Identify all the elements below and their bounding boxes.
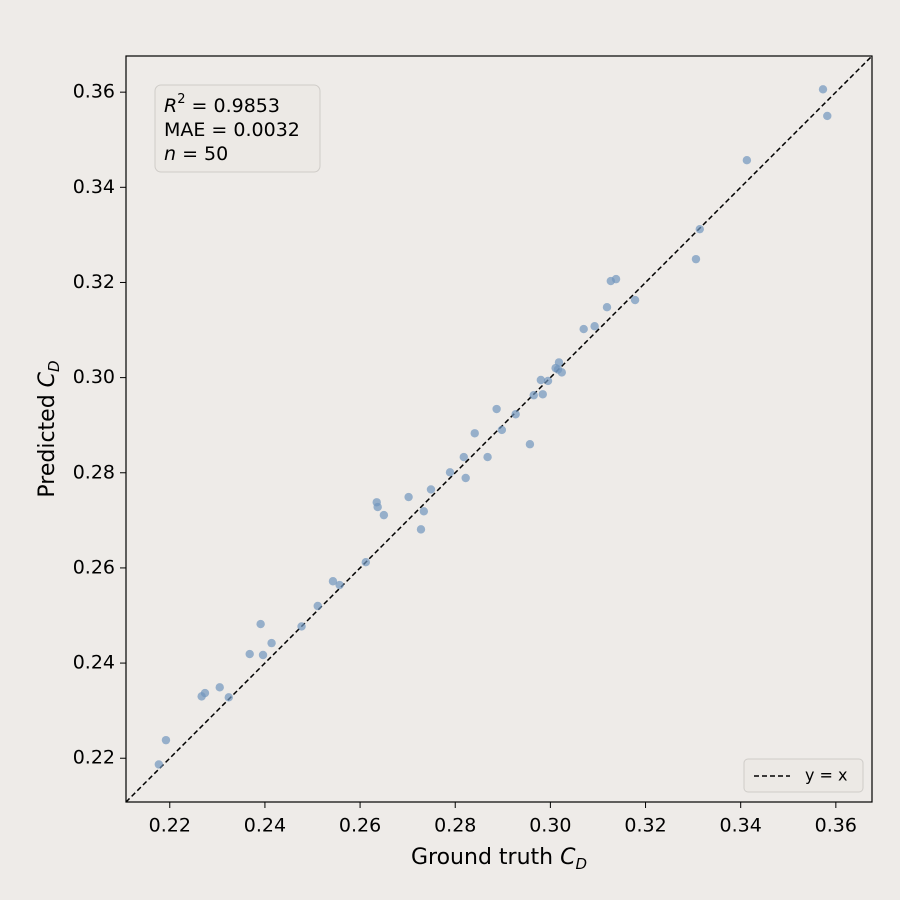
point bbox=[404, 492, 413, 502]
point bbox=[691, 254, 701, 264]
annotation-text: MAE = 0.0032 bbox=[164, 119, 300, 141]
y-tick-label: 0.36 bbox=[73, 81, 115, 103]
annotation-symbol: R bbox=[164, 95, 177, 117]
y-tick-label: 0.32 bbox=[73, 271, 115, 293]
point bbox=[245, 649, 254, 659]
point bbox=[200, 688, 210, 698]
point bbox=[258, 650, 268, 660]
x-tick-label: 0.26 bbox=[339, 815, 381, 837]
x-tick-label: 0.22 bbox=[149, 815, 191, 837]
y-axis-label-symbol: C bbox=[35, 371, 60, 387]
point bbox=[538, 390, 547, 399]
annotation-line: n = 50 bbox=[164, 143, 228, 165]
annotation-box bbox=[154, 84, 321, 173]
point bbox=[536, 375, 546, 385]
legend-label: y = x bbox=[805, 766, 848, 785]
annotation-line: R2 = 0.9853 bbox=[164, 92, 280, 117]
point bbox=[297, 622, 306, 631]
x-tick-label: 0.30 bbox=[529, 815, 571, 837]
y-tick-label: 0.26 bbox=[73, 556, 115, 578]
point bbox=[161, 735, 171, 745]
point bbox=[579, 324, 588, 334]
point bbox=[557, 368, 567, 377]
point bbox=[590, 322, 599, 331]
point bbox=[459, 452, 468, 462]
y-axis-label-text: Predicted bbox=[35, 387, 60, 497]
annotation-superscript: 2 bbox=[177, 92, 185, 107]
point bbox=[823, 111, 832, 121]
point bbox=[267, 638, 276, 648]
y-axis-label: Predicted CD bbox=[35, 360, 63, 497]
point bbox=[543, 376, 553, 386]
point bbox=[470, 429, 479, 438]
plot-frame bbox=[125, 55, 873, 803]
annotation-text: = 0.9853 bbox=[185, 95, 279, 117]
x-axis-label-symbol: C bbox=[560, 845, 576, 870]
point bbox=[492, 404, 501, 414]
point bbox=[313, 601, 322, 611]
point bbox=[611, 274, 621, 284]
x-tick-label: 0.24 bbox=[244, 815, 286, 837]
point bbox=[554, 358, 564, 367]
x-tick-label: 0.34 bbox=[720, 815, 762, 837]
point bbox=[256, 619, 265, 629]
point bbox=[529, 391, 538, 400]
point bbox=[379, 510, 389, 520]
point bbox=[818, 85, 828, 94]
point bbox=[361, 558, 370, 567]
x-axis-label: Ground truth CD bbox=[411, 845, 587, 873]
point bbox=[335, 580, 344, 590]
point bbox=[445, 468, 455, 477]
point bbox=[497, 425, 507, 435]
legend-box bbox=[743, 758, 864, 793]
y-axis-label-subscript: D bbox=[45, 360, 63, 372]
point bbox=[630, 295, 640, 305]
annotation-line: MAE = 0.0032 bbox=[164, 119, 300, 141]
point bbox=[426, 485, 436, 494]
x-axis-label-subscript: D bbox=[575, 855, 587, 873]
point bbox=[695, 224, 704, 234]
y-tick-label: 0.34 bbox=[73, 176, 115, 198]
point bbox=[154, 760, 164, 769]
x-tick-label: 0.28 bbox=[434, 815, 476, 837]
x-tick-label: 0.32 bbox=[624, 815, 666, 837]
y-tick-label: 0.28 bbox=[73, 461, 115, 483]
point bbox=[602, 303, 612, 312]
y-tick-label: 0.30 bbox=[73, 366, 115, 388]
point bbox=[224, 693, 233, 702]
point bbox=[525, 440, 535, 449]
point bbox=[742, 155, 752, 165]
x-axis-label-text: Ground truth bbox=[411, 845, 560, 870]
point bbox=[328, 577, 338, 586]
point bbox=[215, 683, 224, 692]
point bbox=[419, 507, 429, 516]
y-tick-label: 0.22 bbox=[73, 747, 115, 769]
point bbox=[416, 525, 426, 534]
point bbox=[483, 452, 492, 462]
point bbox=[461, 473, 470, 483]
y-tick-label: 0.24 bbox=[73, 652, 115, 674]
annotation-symbol: n bbox=[164, 143, 176, 165]
annotation-text: = 50 bbox=[176, 143, 228, 165]
point bbox=[511, 410, 520, 419]
x-tick-label: 0.36 bbox=[815, 815, 857, 837]
point bbox=[373, 502, 382, 512]
